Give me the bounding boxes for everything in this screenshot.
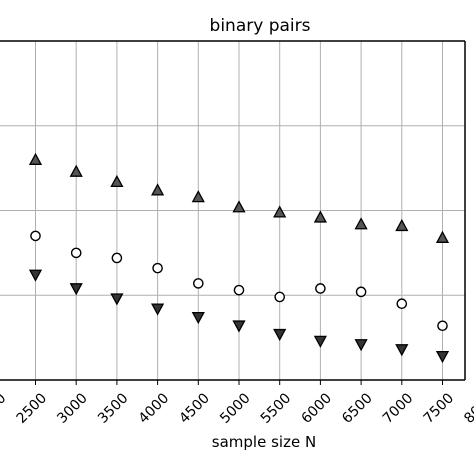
x-tick-label: 2500 <box>14 390 51 427</box>
triangle-up-marker <box>69 164 83 177</box>
triangle-up-marker <box>151 183 165 196</box>
triangle-up-marker <box>313 210 327 223</box>
plot-frame <box>0 40 466 381</box>
x-tick-label: 6500 <box>339 390 376 427</box>
x-tick-label: 5500 <box>258 390 295 427</box>
triangle-down-marker <box>110 293 124 306</box>
triangle-up-marker <box>232 200 246 213</box>
x-tick-label: 4500 <box>176 390 213 427</box>
circle-marker <box>315 283 326 294</box>
x-tick-label: 7500 <box>421 390 458 427</box>
triangle-down-marker <box>151 303 165 316</box>
x-tick-label: 7000 <box>380 390 417 427</box>
chart-title: binary pairs <box>210 16 311 36</box>
triangle-up-marker <box>395 218 409 232</box>
x-tick-label: 5000 <box>217 390 254 427</box>
circle-marker <box>233 284 245 296</box>
circle-marker <box>396 298 408 310</box>
circle-marker <box>274 291 286 303</box>
circle-marker <box>437 320 448 332</box>
triangle-up-marker <box>28 152 43 165</box>
circle-marker <box>111 252 123 264</box>
x-tick-label: 4000 <box>136 390 173 427</box>
x-axis-ticks: 2000 2500 3000 3500 4000 4500 5000 5500 6000 6500… <box>0 380 474 427</box>
circle-marker <box>152 262 163 274</box>
x-tick-label: 3500 <box>95 390 132 427</box>
circle-marker <box>30 230 41 242</box>
triangle-down-marker <box>191 311 205 325</box>
circle-marker <box>355 286 367 298</box>
circle-marker <box>70 247 82 259</box>
x-tick-label: 8000 <box>461 390 474 427</box>
triangle-up-marker <box>273 205 287 218</box>
triangle-down-marker <box>69 283 83 296</box>
triangle-up-marker <box>191 190 205 203</box>
triangle-down-marker <box>354 339 368 352</box>
triangle-up-marker <box>110 174 124 188</box>
x-axis-label: sample size N <box>212 433 316 451</box>
circle-marker <box>192 278 204 289</box>
grid <box>0 41 465 380</box>
triangle-up-marker <box>354 217 368 230</box>
triangle-down-marker <box>232 320 246 333</box>
triangle-down-marker <box>435 350 450 364</box>
triangle-down-marker <box>28 269 43 282</box>
x-tick-label: 2000 <box>0 390 9 427</box>
x-tick-label: 6000 <box>298 390 335 427</box>
triangle-down-marker <box>273 328 287 342</box>
triangle-down-marker <box>395 344 409 357</box>
triangle-down-marker <box>313 335 327 348</box>
triangle-up-marker <box>435 230 450 243</box>
data-markers <box>28 152 450 364</box>
x-tick-label: 3000 <box>54 390 91 427</box>
